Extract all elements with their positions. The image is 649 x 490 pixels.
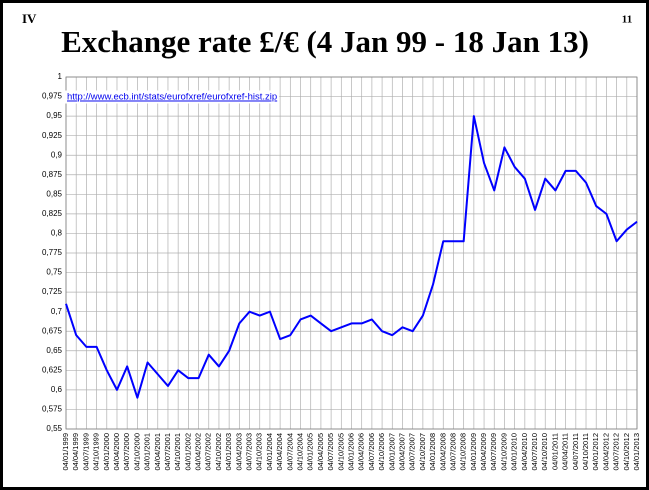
x-tick-label: 04/10/1999 — [92, 433, 101, 471]
y-tick-label: 0,85 — [46, 189, 62, 198]
y-tick-label: 0,675 — [42, 326, 63, 335]
source-background — [65, 90, 280, 104]
y-tick-label: 0,95 — [46, 111, 62, 120]
x-tick-label: 04/07/2006 — [367, 433, 376, 471]
y-tick-label: 0,875 — [42, 170, 63, 179]
x-tick-label: 04/07/2002 — [204, 433, 213, 471]
x-tick-label: 04/04/2007 — [397, 433, 406, 471]
corner-label: IV — [22, 11, 37, 26]
x-tick-label: 04/01/2008 — [428, 433, 437, 471]
x-tick-label: 04/04/2009 — [479, 433, 488, 471]
x-tick-label: 04/01/2012 — [591, 433, 600, 471]
x-tick-label: 04/01/2004 — [265, 433, 274, 471]
x-tick-label: 04/10/2006 — [377, 433, 386, 471]
x-tick-label: 04/04/2005 — [316, 433, 325, 471]
x-tick-label: 04/04/2004 — [275, 433, 284, 471]
x-tick-label: 04/10/2003 — [255, 433, 264, 471]
x-tick-label: 04/04/2012 — [601, 433, 610, 471]
x-tick-label: 04/10/2011 — [581, 433, 590, 470]
y-tick-label: 0,65 — [46, 346, 62, 355]
y-tick-label: 0,775 — [42, 248, 63, 257]
y-tick-label: 0,7 — [51, 307, 63, 316]
x-tick-label: 04/10/2002 — [214, 433, 223, 471]
x-tick-label: 04/07/2001 — [163, 433, 172, 471]
x-tick-label: 04/10/2000 — [132, 433, 141, 471]
y-tick-label: 0,8 — [51, 229, 63, 238]
x-tick-label: 04/01/2001 — [143, 433, 152, 471]
y-tick-label: 0,55 — [46, 424, 62, 433]
x-tick-label: 04/07/2003 — [245, 433, 254, 471]
x-tick-label: 04/10/2008 — [459, 433, 468, 471]
x-tick-label: 04/04/2002 — [194, 433, 203, 471]
y-tick-label: 0,725 — [42, 287, 63, 296]
x-tick-label: 04/04/2010 — [520, 433, 529, 471]
x-tick-label: 04/01/2006 — [346, 433, 355, 471]
x-tick-label: 04/07/2000 — [122, 433, 131, 471]
x-tick-label: 04/07/1999 — [81, 433, 90, 471]
plot-frame — [65, 76, 638, 430]
x-tick-label: 04/10/2009 — [499, 433, 508, 471]
y-tick-label: 0,575 — [42, 405, 63, 414]
y-tick-label: 0,625 — [42, 365, 63, 374]
y-tick-label: 0,825 — [42, 209, 63, 218]
x-tick-label: 04/04/2006 — [357, 433, 366, 471]
x-tick-label: 04/07/2007 — [408, 433, 417, 471]
x-tick-label: 04/10/2001 — [173, 433, 182, 471]
page-number: 11 — [622, 14, 632, 26]
y-tick-label: 0,75 — [46, 268, 62, 277]
chart-title: Exchange rate £/€ (4 Jan 99 - 18 Jan 13) — [61, 24, 589, 59]
x-tick-label: 04/01/2005 — [306, 433, 315, 471]
x-tick-label: 04/04/2000 — [112, 433, 121, 471]
x-tick-label: 04/01/2007 — [387, 433, 396, 471]
x-tick-label: 04/07/2009 — [489, 433, 498, 471]
x-tick-label: 04/10/2012 — [622, 433, 631, 471]
x-tick-label: 04/10/2007 — [418, 433, 427, 471]
x-tick-label: 04/04/2011 — [561, 433, 570, 470]
x-tick-label: 04/04/2003 — [234, 433, 243, 471]
x-tick-label: 04/07/2004 — [285, 433, 294, 471]
x-tick-label: 04/01/2011 — [550, 433, 559, 470]
y-tick-label: 1 — [58, 72, 63, 81]
x-tick-label: 04/07/2010 — [530, 433, 539, 471]
x-tick-label: 04/04/1999 — [71, 433, 80, 471]
x-tick-label: 04/07/2011 — [571, 433, 580, 470]
y-tick-label: 0,975 — [42, 92, 63, 101]
x-tick-label: 04/01/2013 — [632, 433, 641, 471]
plot: 0,55 0,575 0,6 0,625 0,65 0,675 0,7 0,725 0,75 0,… — [42, 72, 641, 470]
x-tick-label: 04/04/2008 — [438, 433, 447, 471]
x-tick-label: 04/07/2012 — [612, 433, 621, 471]
x-tick-label: 04/07/2008 — [448, 433, 457, 471]
x-tick-label: 04/10/2004 — [296, 433, 305, 471]
x-tick-label: 04/01/2009 — [469, 433, 478, 471]
x-tick-label: 04/04/2001 — [153, 433, 162, 471]
x-tick-label: 04/01/2000 — [102, 433, 111, 471]
source-link[interactable]: http://www.ecb.int/stats/eurofxref/eurof… — [67, 92, 277, 103]
x-tick-label: 04/01/2003 — [224, 433, 233, 471]
series-line — [65, 115, 638, 399]
x-tick-label: 04/01/1999 — [61, 433, 70, 471]
y-tick-label: 0,925 — [42, 131, 63, 140]
x-tick-label: 04/07/2005 — [326, 433, 335, 471]
x-tick-label: 04/10/2005 — [336, 433, 345, 471]
x-tick-label: 04/10/2010 — [540, 433, 549, 471]
x-tick-label: 04/01/2002 — [183, 433, 192, 471]
x-tick-label: 04/01/2010 — [510, 433, 519, 471]
y-tick-label: 0,9 — [51, 150, 63, 159]
y-tick-label: 0,6 — [51, 385, 63, 394]
